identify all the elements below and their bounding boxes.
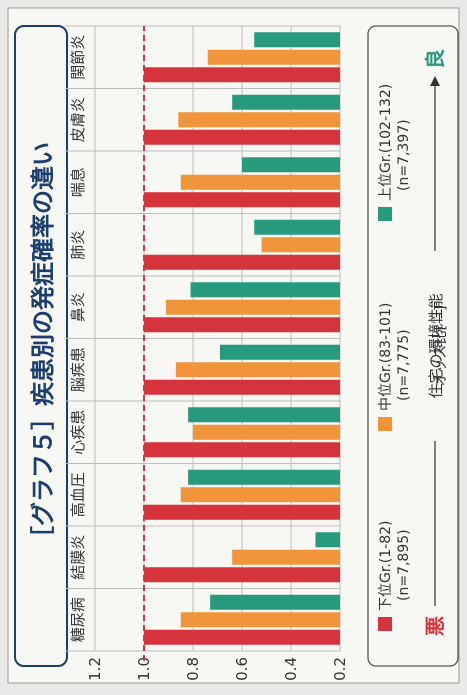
bar: [180, 487, 340, 503]
bar: [144, 442, 340, 458]
category-label: 鼻炎: [69, 292, 87, 322]
bar: [144, 317, 340, 333]
bar: [166, 299, 340, 315]
bar: [175, 362, 340, 378]
legend-swatch: [378, 617, 392, 631]
legend-swatch: [378, 207, 392, 221]
category-label: 糖尿病: [69, 597, 87, 642]
legend-box: [367, 25, 459, 667]
category-label: 肺炎: [69, 230, 87, 260]
bar: [193, 424, 340, 440]
bar: [242, 157, 340, 173]
category-label: 皮膚炎: [69, 97, 87, 142]
x-axis-label: 住宅の環境性能: [427, 293, 445, 398]
bar: [144, 629, 340, 645]
bar: [188, 407, 340, 423]
bar: [144, 192, 340, 208]
arrow-head: [430, 76, 440, 86]
bar: [188, 469, 340, 485]
bar: [144, 504, 340, 520]
bar: [315, 532, 340, 548]
legend-swatch: [378, 417, 392, 431]
category-label: 高血圧: [69, 472, 87, 517]
bar: [144, 67, 340, 83]
category-label: 脳疾患: [69, 347, 87, 392]
direction-bad-label: 悪: [423, 616, 447, 636]
value-tick-label: 0.6: [233, 657, 251, 681]
bar: [180, 612, 340, 628]
bar: [178, 112, 340, 128]
bar: [144, 254, 340, 270]
bar: [144, 129, 340, 145]
value-tick-label: 0.2: [331, 657, 349, 681]
value-tick-label: 0.8: [184, 657, 202, 681]
y-axis-label: オッズ比[－]: [433, 306, 449, 387]
bar: [261, 237, 341, 253]
bar: [254, 219, 340, 235]
bar: [207, 49, 340, 65]
legend: 下位Gr.(1-82) (n=7,895) 中位Gr.(83-101) (n=7,77…: [378, 49, 447, 636]
legend-count: (n=7,895): [396, 529, 412, 601]
category-label: 関節炎: [69, 35, 87, 80]
legend-label: 中位Gr.(83-101): [378, 303, 394, 411]
bar: [180, 174, 340, 190]
bar: [232, 549, 340, 565]
legend-label: 上位Gr.(102-132): [378, 84, 394, 201]
direction-good-label: 良: [423, 49, 447, 69]
title-box: [14, 25, 68, 667]
legend-count: (n=7,775): [396, 329, 412, 401]
chart-title: ［グラフ５］疾患別の発症確率の違い: [29, 142, 57, 550]
value-tick-label: 1.2: [86, 657, 104, 681]
value-tick-label: 1.0: [135, 657, 153, 681]
plot-area: 0.2 0.4 0.6 0.8 1.0 1.2 糖尿病 結膜炎 高血圧 心疾患 脳疾患 鼻炎 肺炎 喘息 皮…: [65, 25, 349, 681]
bar: [190, 282, 340, 298]
value-tick-label: 0.4: [282, 657, 300, 681]
legend-label: 下位Gr.(1-82): [378, 521, 394, 611]
bar: [144, 567, 340, 583]
category-label: 心疾患: [69, 410, 87, 455]
bar: [210, 594, 340, 610]
category-label: 喘息: [69, 167, 87, 197]
bar: [144, 379, 340, 395]
bar: [254, 32, 340, 48]
bar: [232, 94, 340, 110]
legend-count: (n=7,397): [396, 119, 412, 191]
bar: [219, 344, 340, 360]
category-label: 結膜炎: [69, 535, 87, 580]
